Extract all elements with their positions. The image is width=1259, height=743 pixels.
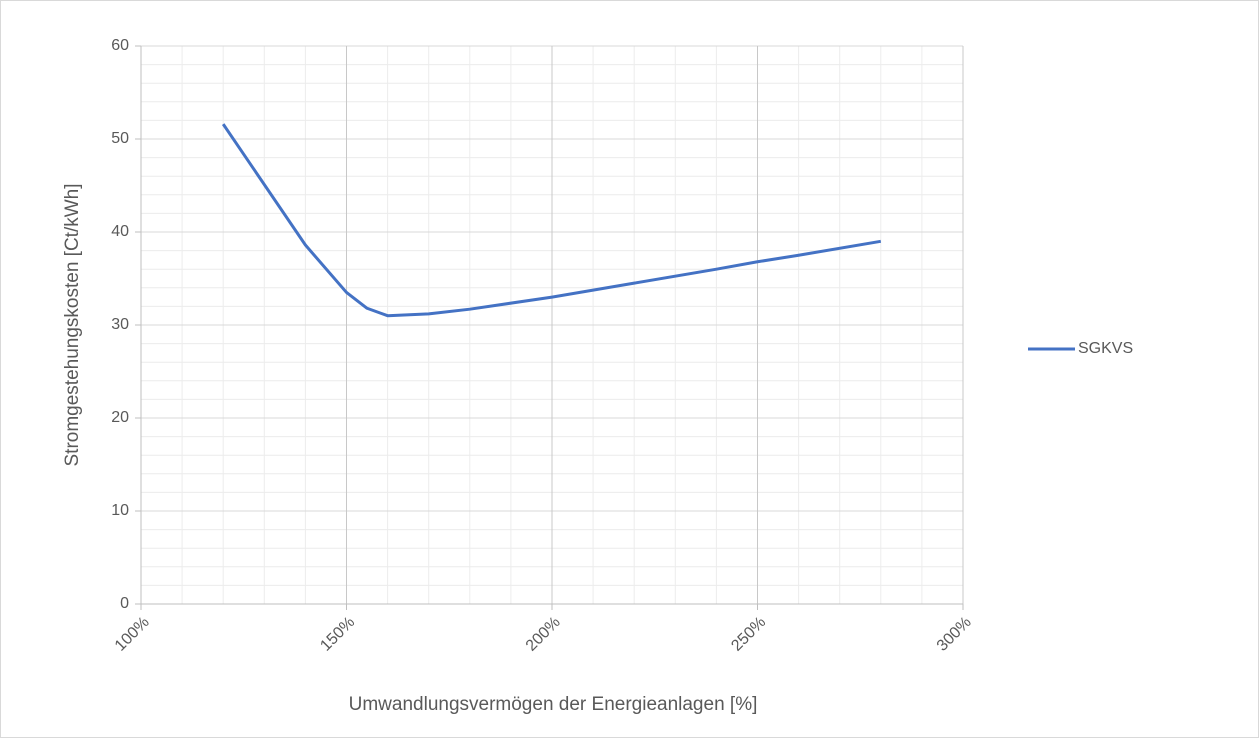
data-line	[221, 123, 882, 318]
y-tick-label: 50	[111, 130, 129, 147]
y-axis-label: Stromgestehungskosten [Ct/kWh]	[62, 183, 83, 466]
y-tick-label: 20	[111, 409, 129, 426]
y-tick-label: 60	[111, 37, 129, 54]
y-tick-label: 10	[111, 502, 129, 519]
legend-label: SGKVS	[1078, 340, 1133, 357]
y-tick-label: 30	[111, 316, 129, 333]
y-tick-label: 40	[111, 223, 129, 240]
x-axis-label: Umwandlungsvermögen der Energieanlagen […	[349, 694, 758, 715]
y-tick-label: 0	[120, 595, 129, 612]
